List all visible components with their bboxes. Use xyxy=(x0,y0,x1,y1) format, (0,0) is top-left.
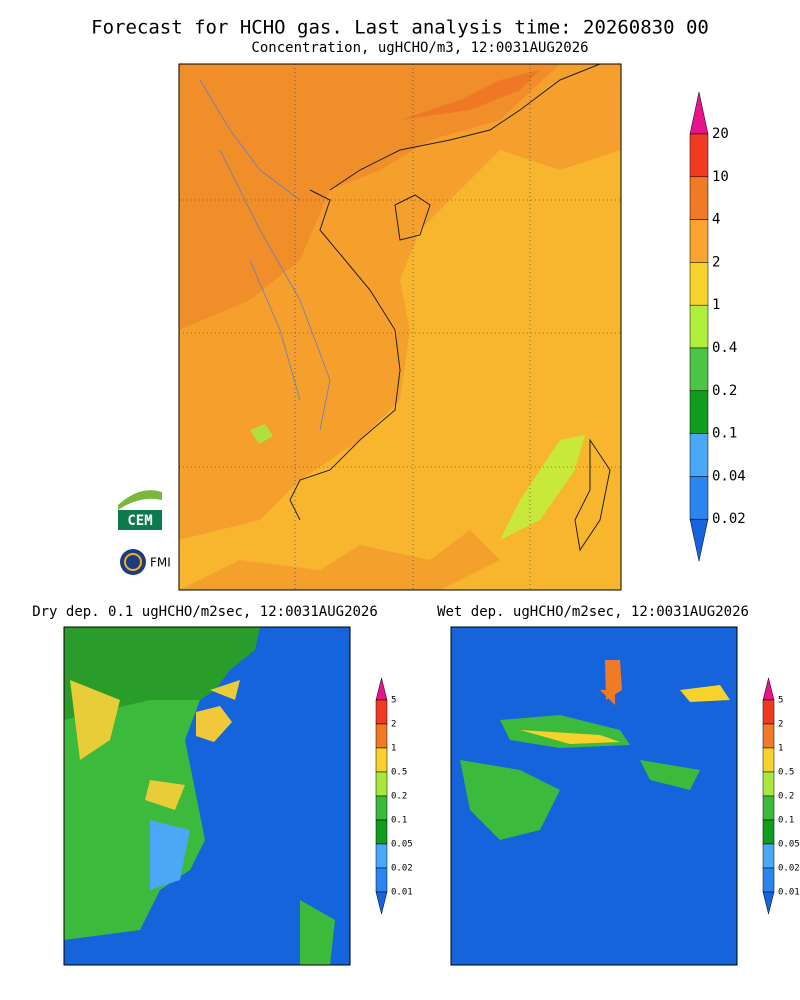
subtitle: Concentration, ugHCHO/m3, 12:0031AUG2026 xyxy=(251,40,588,56)
colorbar-segment xyxy=(762,843,775,869)
colorbar-label: 1 xyxy=(778,744,783,754)
colorbar-label: 0.04 xyxy=(712,468,746,484)
colorbar-label: 0.1 xyxy=(712,426,737,442)
colorbar-segment xyxy=(375,723,388,749)
colorbar-label: 5 xyxy=(778,696,783,706)
dry-map xyxy=(63,626,351,966)
colorbar-label: 0.2 xyxy=(712,383,737,399)
colorbar-segment xyxy=(762,747,775,773)
colorbar-label: 0.2 xyxy=(391,792,407,802)
colorbar-label: 0.01 xyxy=(391,888,413,898)
colorbar-segment xyxy=(762,723,775,749)
colorbar-label: 0.1 xyxy=(391,816,407,826)
colorbar-segment xyxy=(762,771,775,797)
colorbar-bottom xyxy=(375,891,388,915)
colorbar-label: 0.02 xyxy=(391,864,413,874)
colorbar-label: 4 xyxy=(712,212,720,228)
colorbar-segment xyxy=(762,819,775,845)
fmi-text: FMI xyxy=(150,556,171,570)
colorbar-label: 0.4 xyxy=(712,340,737,356)
colorbar-top xyxy=(375,677,388,701)
colorbar-label: 5 xyxy=(391,696,396,706)
colorbar-segment xyxy=(689,433,709,477)
colorbar-segment xyxy=(689,133,709,178)
colorbar-label: 0.5 xyxy=(391,768,407,778)
colorbar-label: 20 xyxy=(712,126,729,142)
colorbar-label: 0.1 xyxy=(778,816,794,826)
colorbar-label: 0.2 xyxy=(778,792,794,802)
colorbar-label: 2 xyxy=(391,720,396,730)
colorbar-segment xyxy=(689,347,709,392)
colorbar-top xyxy=(762,677,775,701)
colorbar-segment xyxy=(375,771,388,797)
colorbar-label: 0.02 xyxy=(712,511,746,527)
cem-logo: CEM xyxy=(118,485,162,530)
colorbar-segment xyxy=(689,390,709,434)
colorbar-segment xyxy=(689,176,709,220)
colorbar-segment xyxy=(689,476,709,520)
colorbar-segment xyxy=(689,304,709,349)
cem-text: CEM xyxy=(127,513,152,529)
colorbar-segment xyxy=(689,262,709,306)
colorbar-segment xyxy=(375,843,388,869)
colorbar-bottom xyxy=(762,891,775,915)
colorbar-label: 0.5 xyxy=(778,768,794,778)
colorbar-label: 1 xyxy=(391,744,396,754)
colorbar-segment xyxy=(762,867,775,893)
fmi-logo: FMI xyxy=(120,549,171,575)
colorbar-label: 2 xyxy=(712,254,720,270)
colorbar-segment xyxy=(375,747,388,773)
colorbar-segment xyxy=(375,699,388,725)
dry-title: Dry dep. 0.1 ugHCHO/m2sec, 12:0031AUG202… xyxy=(32,604,378,620)
colorbar-label: 2 xyxy=(778,720,783,730)
wet-title: Wet dep. ugHCHO/m2sec, 12:0031AUG2026 xyxy=(437,604,749,620)
colorbar-segment xyxy=(375,867,388,893)
colorbar-label: 0.05 xyxy=(778,840,800,850)
colorbar-segment xyxy=(762,699,775,725)
wet-map xyxy=(450,626,738,966)
colorbar-segment xyxy=(762,795,775,821)
colorbar-top xyxy=(689,91,709,135)
colorbar-segment xyxy=(689,219,709,263)
title: Forecast for HCHO gas. Last analysis tim… xyxy=(91,17,709,39)
colorbar-label: 0.05 xyxy=(391,840,413,850)
colorbar-label: 0.02 xyxy=(778,864,800,874)
colorbar-bottom xyxy=(689,518,709,562)
colorbar-segment xyxy=(375,819,388,845)
colorbar-label: 1 xyxy=(712,297,720,313)
main-map xyxy=(178,63,622,591)
colorbar-label: 10 xyxy=(712,169,729,185)
colorbar-label: 0.01 xyxy=(778,888,800,898)
colorbar-segment xyxy=(375,795,388,821)
